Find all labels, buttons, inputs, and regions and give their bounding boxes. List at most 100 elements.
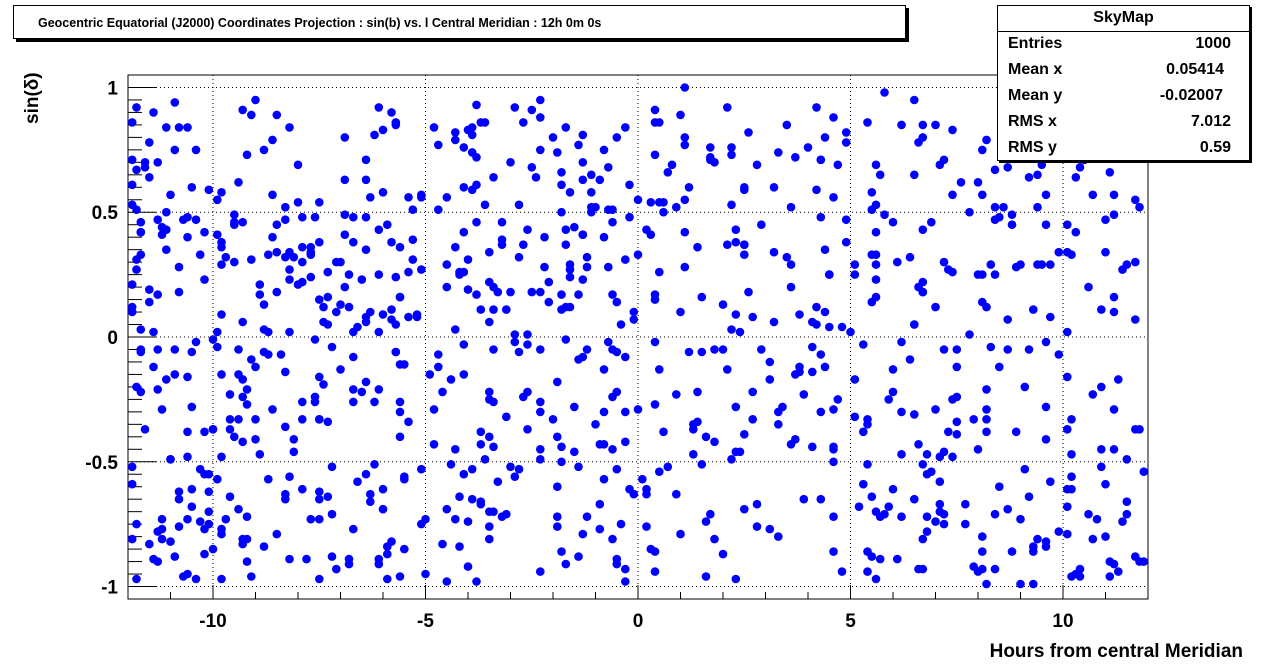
data-point <box>268 190 277 200</box>
data-point <box>472 100 481 110</box>
data-point <box>1003 345 1012 354</box>
data-point <box>982 415 991 424</box>
data-point <box>536 455 545 464</box>
data-point <box>1024 492 1034 502</box>
data-point <box>633 195 643 205</box>
data-point <box>208 425 218 434</box>
data-point <box>629 489 639 499</box>
chart-title: Geocentric Equatorial (J2000) Coordinate… <box>38 16 602 30</box>
data-point <box>132 205 141 214</box>
data-point <box>153 345 162 354</box>
data-point <box>523 340 532 349</box>
data-point <box>366 497 375 507</box>
data-point <box>621 407 630 417</box>
data-point <box>553 432 562 442</box>
data-point <box>795 310 804 319</box>
data-point <box>136 217 146 227</box>
data-point <box>523 225 532 234</box>
data-point <box>867 205 877 214</box>
data-point <box>353 322 362 332</box>
data-point <box>332 564 341 574</box>
data-point <box>310 397 320 407</box>
data-point <box>497 240 507 249</box>
data-point <box>561 335 571 344</box>
data-point <box>485 317 494 327</box>
data-point <box>395 397 405 407</box>
y-tick-label: -0.5 <box>85 453 118 474</box>
data-point <box>540 262 549 272</box>
data-point <box>633 405 643 414</box>
data-point <box>395 572 405 581</box>
data-point <box>127 118 137 127</box>
data-point <box>1046 312 1055 322</box>
data-point <box>217 310 226 319</box>
data-point <box>553 148 562 157</box>
data-point <box>871 507 881 516</box>
data-point <box>578 158 588 167</box>
data-point <box>353 477 362 487</box>
data-point <box>459 143 469 152</box>
data-point <box>157 405 167 414</box>
data-point <box>841 237 851 247</box>
data-point <box>149 327 158 337</box>
stats-row-entries: Entries 1000 <box>1008 35 1231 61</box>
data-point <box>217 188 226 197</box>
data-point <box>659 207 668 217</box>
data-point <box>582 252 592 262</box>
data-point <box>731 574 741 584</box>
stats-value: -0.02007 <box>1159 87 1223 104</box>
data-point <box>251 95 260 105</box>
data-point <box>553 522 562 531</box>
data-point <box>748 387 757 397</box>
data-point <box>969 562 978 571</box>
data-point <box>642 522 651 531</box>
data-point <box>174 494 184 504</box>
data-point <box>939 257 949 267</box>
x-tick-label: -5 <box>417 611 434 632</box>
data-point <box>978 532 987 541</box>
data-point <box>1063 425 1072 434</box>
data-point <box>1075 163 1085 172</box>
data-point <box>319 317 328 327</box>
data-point <box>1020 464 1030 474</box>
data-point <box>485 277 494 287</box>
data-point <box>127 280 137 289</box>
data-point <box>374 103 384 112</box>
data-point <box>174 522 184 531</box>
data-point <box>442 282 452 292</box>
data-point <box>820 362 830 372</box>
data-point <box>1131 315 1140 324</box>
data-point <box>1088 534 1098 544</box>
data-point <box>187 402 197 412</box>
data-point <box>604 337 613 347</box>
data-point <box>332 307 341 317</box>
data-point <box>183 123 192 132</box>
data-point <box>689 450 698 459</box>
stats-value: 7.012 <box>1190 113 1231 130</box>
data-point <box>599 232 609 242</box>
data-point <box>230 257 239 267</box>
data-point <box>298 484 307 494</box>
data-point <box>136 325 146 334</box>
data-point <box>200 469 209 479</box>
data-point <box>136 347 146 357</box>
data-point <box>404 193 413 202</box>
data-point <box>922 450 932 459</box>
data-point <box>417 265 426 274</box>
data-point <box>582 345 592 354</box>
data-point <box>306 272 316 282</box>
data-point <box>247 255 256 264</box>
data-point <box>1046 477 1055 487</box>
data-point <box>748 312 757 322</box>
data-point <box>264 250 273 259</box>
data-point <box>302 554 311 564</box>
data-point <box>170 345 180 354</box>
data-point <box>438 539 447 549</box>
data-point <box>982 427 991 437</box>
data-point <box>191 215 201 224</box>
data-point <box>752 160 762 170</box>
data-point <box>867 188 877 197</box>
data-point <box>467 464 477 474</box>
data-point <box>132 574 141 584</box>
data-point <box>697 292 707 302</box>
